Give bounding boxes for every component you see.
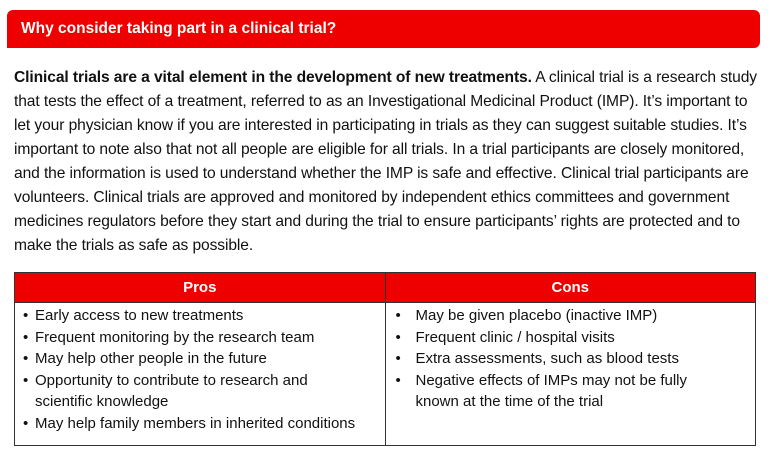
cons-item: Frequent clinic / hospital visits [394, 327, 748, 349]
pros-item: May help family members in inherited con… [23, 413, 377, 435]
pros-item: Frequent monitoring by the research team [23, 327, 377, 349]
pros-item: Opportunity to contribute to research an… [23, 370, 377, 413]
cons-item: Negative effects of IMPs may not be full… [394, 370, 748, 413]
pros-cell: Early access to new treatments Frequent … [14, 302, 386, 446]
cons-cell: May be given placebo (inactive IMP) Freq… [384, 302, 756, 446]
pros-item: May help other people in the future [23, 348, 377, 370]
cons-item: May be given placebo (inactive IMP) [394, 305, 748, 327]
section-title: Why consider taking part in a clinical t… [21, 20, 337, 37]
section-header: Why consider taking part in a clinical t… [7, 10, 760, 48]
pros-cons-table: Pros Cons Early access to new treatments… [14, 272, 756, 446]
pros-header: Pros [14, 272, 386, 303]
intro-paragraph: Clinical trials are a vital element in t… [14, 66, 760, 258]
intro-lead: Clinical trials are a vital element in t… [14, 69, 532, 86]
cons-header: Cons [384, 272, 756, 303]
pros-item: Early access to new treatments [23, 305, 377, 327]
cons-list: May be given placebo (inactive IMP) Freq… [394, 305, 748, 413]
intro-body: A clinical trial is a research study tha… [14, 69, 757, 254]
pros-list: Early access to new treatments Frequent … [23, 305, 377, 434]
cons-item: Extra assessments, such as blood tests [394, 348, 748, 370]
